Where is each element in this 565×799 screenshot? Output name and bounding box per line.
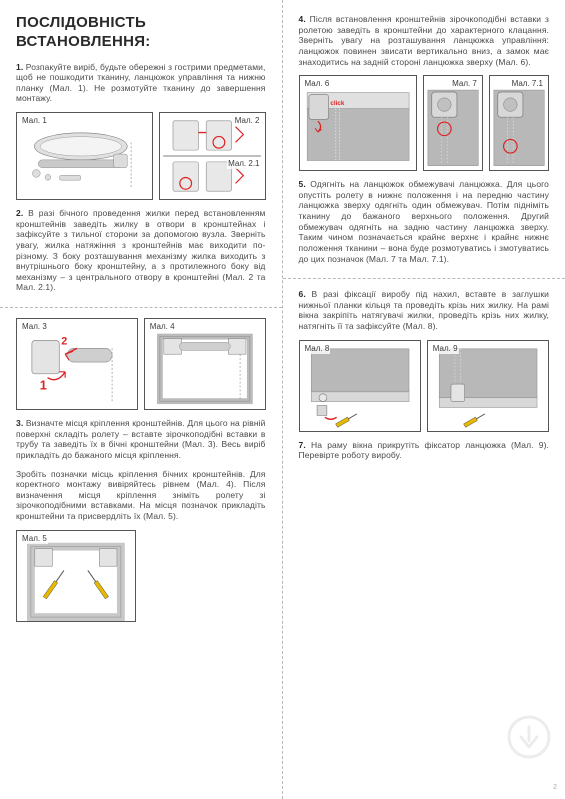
fig-7: Мал. 7 bbox=[423, 75, 483, 171]
fig-row-5: Мал. 8 Мал. 9 bbox=[299, 340, 550, 432]
fig-row-4: Мал. 6 click Мал. 7 bbox=[299, 75, 550, 171]
fig-71: Мал. 7.1 bbox=[489, 75, 549, 171]
step-3b-text: Зробіть позначки місць кріплення бічних … bbox=[16, 469, 266, 522]
fig-9: Мал. 9 bbox=[427, 340, 549, 432]
fig-row-3: Мал. 5 bbox=[16, 530, 266, 622]
fig-2-21: Мал. 2 Мал. 2.1 bbox=[159, 112, 265, 200]
fig-5-svg bbox=[17, 531, 135, 621]
fig-6: Мал. 6 click bbox=[299, 75, 417, 171]
right-column: 4. Після встановлення кронштейнів зірочк… bbox=[283, 0, 565, 799]
svg-text:1: 1 bbox=[40, 377, 47, 392]
page-title: ПОСЛІДОВНІСТЬ ВСТАНОВЛЕННЯ: bbox=[16, 14, 266, 52]
fig-5: Мал. 5 bbox=[16, 530, 136, 622]
step-4-text: 4. Після встановлення кронштейнів зірочк… bbox=[299, 14, 550, 67]
fig-7-svg bbox=[424, 76, 482, 170]
fig-row-1: Мал. 1 Мал. 2 Мал. 2.1 bbox=[16, 112, 266, 200]
fig-6-svg: click bbox=[300, 76, 416, 170]
left-column: ПОСЛІДОВНІСТЬ ВСТАНОВЛЕННЯ: 1. Розпакуйт… bbox=[0, 0, 283, 799]
fig-8-svg bbox=[300, 341, 420, 431]
dash-divider-right bbox=[283, 278, 565, 279]
fig-row-2: Мал. 3 2 1 Мал. 4 bbox=[16, 318, 266, 410]
step-3a-text: 3. Визначте місця кріплення кронштейнів.… bbox=[16, 418, 266, 461]
step-1-text: 1. Розпакуйте виріб, будьте обережні з г… bbox=[16, 62, 266, 105]
step-6-text: 6. В разі фіксації виробу під нахил, вст… bbox=[299, 289, 550, 332]
fig-8: Мал. 8 bbox=[299, 340, 421, 432]
step-7-text: 7. На раму вікна прикрутіть фіксатор лан… bbox=[299, 440, 550, 461]
step-5-text: 5. Одягніть на ланцюжок обмежувачі ланцю… bbox=[299, 179, 550, 264]
svg-text:click: click bbox=[330, 100, 344, 107]
page-number: 2 bbox=[553, 784, 557, 793]
fig-3: Мал. 3 2 1 bbox=[16, 318, 138, 410]
fig-4-svg bbox=[145, 319, 265, 409]
dash-divider-left bbox=[0, 307, 282, 308]
step-2-text: 2. В разі бічного проведення жилки перед… bbox=[16, 208, 266, 293]
fig-1: Мал. 1 bbox=[16, 112, 153, 200]
fig-4: Мал. 4 bbox=[144, 318, 266, 410]
svg-text:2: 2 bbox=[61, 335, 67, 347]
fig-3-svg: 2 1 bbox=[17, 319, 137, 409]
fig-9-svg bbox=[428, 341, 548, 431]
fig-71-svg bbox=[490, 76, 548, 170]
